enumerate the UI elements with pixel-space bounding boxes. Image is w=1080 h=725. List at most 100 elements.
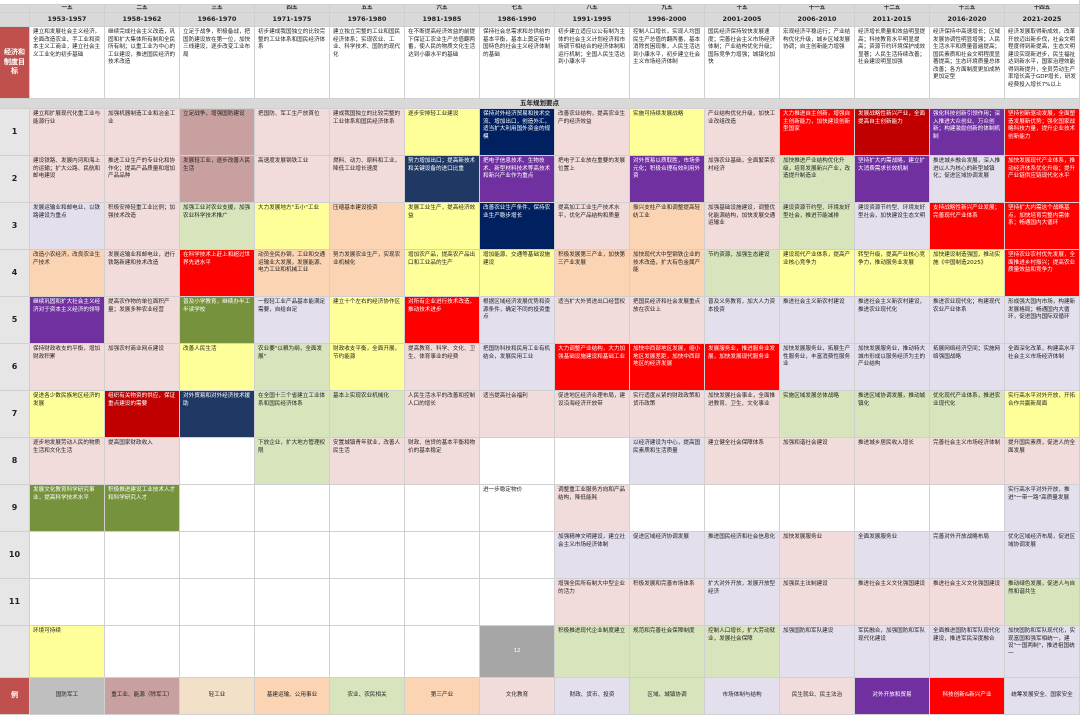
- plan-point: 控制人口增长，扩大劳动就业，发展社会保障: [705, 626, 780, 678]
- plan-point: 推进社会主义文化强国建设: [930, 579, 1005, 626]
- plan-point: 普及义务教育，加大人力资本投资: [705, 297, 780, 344]
- plan-number: 七五: [480, 5, 555, 13]
- plan-point: 加快发展服务业: [780, 532, 855, 579]
- plan-point: 改善农业结构，提高农业生产的经济效益: [555, 109, 630, 156]
- goal-cell: 立足于战争，积极备战，把国防建设放在第一位，加快三线建设，逐步改变工业布局: [180, 27, 255, 99]
- plan-point: 转型升级，提高产业核心竞争力，推动服务业发展: [855, 250, 930, 297]
- plan-point: [705, 485, 780, 532]
- plan-point: 建立健全社会保障体系: [705, 438, 780, 485]
- legend-label: 例: [0, 678, 30, 715]
- plan-point: 努力增加出口；提高新技术和关键设备的进口比重: [405, 156, 480, 203]
- plan-point: 把国防、军工生产放首位: [255, 109, 330, 156]
- plan-point: 逐步安排轻工业建设: [405, 109, 480, 156]
- plan-point: 继续巩固和扩大社会主义经济对于资本主义经济的领导: [30, 297, 105, 344]
- plan-point: 建设资源节约型、环境友好型社会，推进节能减排: [780, 203, 855, 250]
- legend-item: 对外开放和贸易: [855, 678, 930, 715]
- plan-point: 普及小学教育，继续办半工半读学校: [180, 297, 255, 344]
- plan-years: 2016-2020: [930, 13, 1005, 27]
- plan-point: 推进城乡融合发展，深入推进以人为核心的新型城镇化；促进区域协调发展: [930, 156, 1005, 203]
- plan-point: 节约资源，加强生态建设: [705, 250, 780, 297]
- plan-years: 1996-2000: [630, 13, 705, 27]
- goal-cell: 宏观经济平稳运行；产业结构优化升级，城乡区域发展协调；自主创新能力增强: [780, 27, 855, 99]
- plan-point: [105, 626, 180, 678]
- plan-point: [105, 532, 180, 579]
- legend-item: 市场体制与结构: [705, 678, 780, 715]
- plan-point: 加快发展服务业，拓展生产性服务业，丰富消费性服务业: [780, 344, 855, 391]
- plan-point: 大力发展地方"五小"工业: [255, 203, 330, 250]
- goal-cell: 经济增长质量和效益明显提高；科技教育水平明显提高；资源节约环境保护成效显著；人民…: [855, 27, 930, 99]
- plan-point: 加强机器制造工业和冶金工业: [105, 109, 180, 156]
- row-number: 4: [0, 250, 30, 297]
- plan-point: 全面发展服务业: [855, 532, 930, 579]
- plan-number: 十四五: [1005, 5, 1080, 13]
- plan-point: [405, 485, 480, 532]
- plan-years: 2001-2005: [705, 13, 780, 27]
- plan-point: [480, 438, 555, 485]
- plan-point: 把国防科技和民用工业有机结合，发展民用工业: [480, 344, 555, 391]
- plan-point: 优化现代产业体系，推进农业现代化: [930, 391, 1005, 438]
- plan-point: 推进国民经济和社会信息化: [705, 532, 780, 579]
- plan-point: 把国民经济和社会发展重点放在农业上: [630, 297, 705, 344]
- plan-point: 实施可持续发展战略: [630, 109, 705, 156]
- plan-point: 产业结构优化升级，加快工业改组改造: [705, 109, 780, 156]
- goal-cell: 在不断提高经济效益的前提下保证工农业生产总值翻两番，使人民的物质文化生活达到小康…: [405, 27, 480, 99]
- plan-point: 振兴支柱产业和调整提高轻纺工业: [630, 203, 705, 250]
- goals-label: 经济和制度目标: [0, 27, 30, 99]
- plan-point: 根据区域经济发展优势和资源条件，确定不同的投资重点: [480, 297, 555, 344]
- plan-point: [630, 485, 705, 532]
- plan-point: 提高农作物的单位面积产量；发展多种农业经营: [105, 297, 180, 344]
- plan-point: [480, 532, 555, 579]
- legend-item: 第三产业: [405, 678, 480, 715]
- plan-point: [180, 485, 255, 532]
- row-number: 9: [0, 485, 30, 532]
- plan-point: 加快推进产业结构优化升级，培育发展新兴产业，改造提升制造业: [780, 156, 855, 203]
- plan-point: 实行高水平对外开放，推进"一带一路"高质量发展: [1005, 485, 1080, 532]
- plan-number: 一五: [30, 5, 105, 13]
- plan-point: 提高加工工业生产技术水平，优化产品结构和质量: [555, 203, 630, 250]
- goal-cell: 保持社会总需求和总供给的基本平衡，基本上奠定有中国特色的社会主义经济体制的基础: [480, 27, 555, 99]
- plan-point: 提高教育、科学、文化、卫生、体育事业的经费: [405, 344, 480, 391]
- plan-point: [405, 532, 480, 579]
- plan-point: 积极推进现代企业制度建立: [555, 626, 630, 678]
- plan-years: 1958-1962: [105, 13, 180, 27]
- plan-point: [330, 626, 405, 678]
- plan-point: 加强民主法制建设: [780, 579, 855, 626]
- plan-point: 推进农业现代化；构建现代农业产业体系: [930, 297, 1005, 344]
- plan-point: 高速度发展钢铁工业: [255, 156, 330, 203]
- plan-point: 改善农业生产条件，保持农业生产稳步增长: [480, 203, 555, 250]
- plan-point: 建立和扩展现代化重工业与能源行业: [30, 109, 105, 156]
- plan-point: 推进城乡居民收入增长: [855, 438, 930, 485]
- plan-point: [405, 626, 480, 678]
- goal-cell: 继续完成社会主义改造，巩固和扩大集体所有制和全民所有制；以重工业为中心的工业建设…: [105, 27, 180, 99]
- plan-point: 燃料、动力、原料和工业，降低工业增长速度: [330, 156, 405, 203]
- row-number: 3: [0, 203, 30, 250]
- plan-point: 积极安排轻重工业比例；加强技术改造: [105, 203, 180, 250]
- plan-point: 加快发展社会事业，全面推进教育、卫生、文化事业: [705, 391, 780, 438]
- plan-point: 全面深化改革，构建高水平社会主义市场经济体制: [1005, 344, 1080, 391]
- plan-point: [255, 626, 330, 678]
- plan-point: 增加能源、交通等基础设施建设: [480, 250, 555, 297]
- legend-item: 区域、城镇协调: [630, 678, 705, 715]
- plan-point: 军民融合，加强国防和军队现代化建设: [855, 626, 930, 678]
- plan-point: 立足战争，增强国防建设: [180, 109, 255, 156]
- goal-cell: 国民经济保持较快发展速度；完善社会主义市场经济体制；产业结构优化升级；国际竞争力…: [705, 27, 780, 99]
- plan-point: 发展战略性新兴产业，全面提高自主创新能力: [855, 109, 930, 156]
- plan-point: 大力调整产业结构，大力加强基础设施建设和基础工业: [555, 344, 630, 391]
- goal-cell: 建立独立完整的工业和国民经济体系；实现农业、工业、科学技术、国防的现代化: [330, 27, 405, 99]
- plan-number: 十三五: [930, 5, 1005, 13]
- goal-cell: 经济发展取得新成效，改革开放迈出新步伐，社会文明程度得到新提高，生态文明建设实现…: [1005, 27, 1080, 99]
- row-number: 7: [0, 391, 30, 438]
- plan-years: 2011-2015: [855, 13, 930, 27]
- plan-point: [855, 485, 930, 532]
- plan-point: [555, 438, 630, 485]
- plan-point: 农业要"以粮为纲，全面发展": [255, 344, 330, 391]
- plan-point: [330, 485, 405, 532]
- plan-point: 实行高水平对外开放，开拓合作共赢新局面: [1005, 391, 1080, 438]
- plan-number: 十五: [705, 5, 780, 13]
- plan-point: 坚持扩大内需战略，建立扩大消费需求长效机制: [855, 156, 930, 203]
- plan-point: 坚持农业农村优先发展，全面推进乡村振兴；提高农业质量效益和竞争力: [1005, 250, 1080, 297]
- plan-point: 加强农业基础，全面繁荣农村经济: [705, 156, 780, 203]
- plan-years: 1976-1980: [330, 13, 405, 27]
- goal-cell: 控制人口增长，实现人均国民生产总值的翻两番，基本消除贫困现象，人民生活达到小康水…: [630, 27, 705, 99]
- plan-point: 完善对外开放战略布局: [930, 532, 1005, 579]
